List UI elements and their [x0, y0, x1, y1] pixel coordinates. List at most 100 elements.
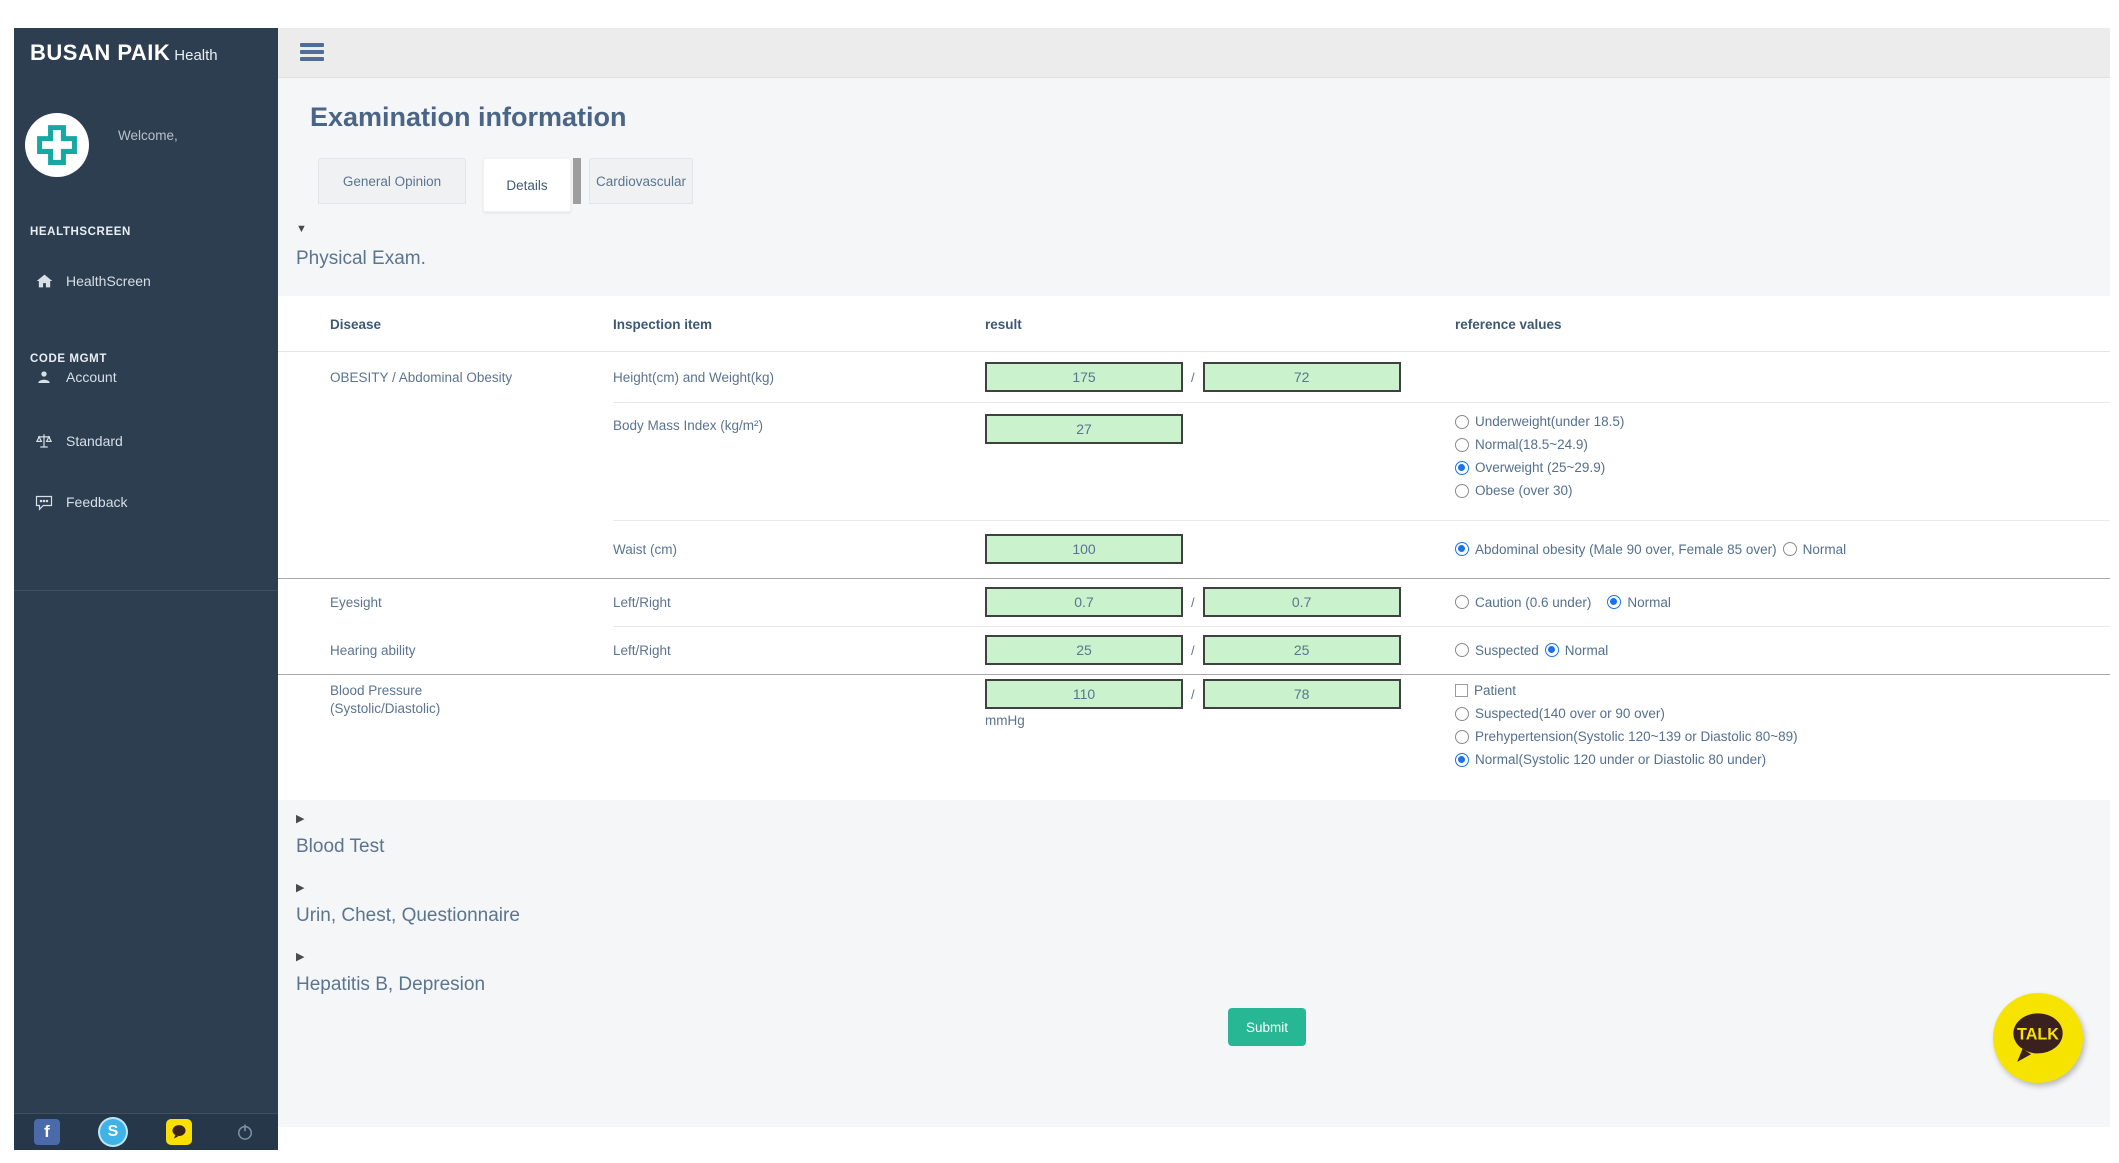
nav-header-code-mgmt: CODE MGMT [30, 353, 107, 365]
sidebar-item-feedback[interactable]: Feedback [35, 493, 127, 511]
radio-option[interactable]: Prehypertension(Systolic 120~139 or Dias… [1455, 729, 2110, 744]
hearing-left-input[interactable] [985, 635, 1183, 665]
topbar [278, 28, 2110, 78]
power-icon[interactable] [232, 1119, 258, 1145]
tab-bar: General Opinion Details Cardiovascular [318, 158, 693, 212]
item-label: Height(cm) and Weight(kg) [613, 369, 775, 385]
section-title-hepatitis-depresion[interactable]: Hepatitis B, Depresion [296, 974, 486, 995]
eyesight-right-input[interactable] [1202, 587, 1401, 617]
radio-option[interactable]: Obese (over 30) [1455, 483, 2110, 498]
radio-option[interactable]: Underweight(under 18.5) [1455, 414, 2110, 429]
user-icon [35, 368, 53, 386]
brand-suffix: Health [174, 47, 218, 64]
separator: / [1191, 686, 1195, 702]
radio-icon-selected[interactable] [1607, 595, 1622, 609]
eyesight-reference-options: Caution (0.6 under) Normal [1455, 595, 2110, 610]
sidebar-item-healthscreen[interactable]: HealthScreen [35, 272, 151, 290]
table-row: Body Mass Index (kg/m²) Underweight(unde… [330, 402, 2110, 520]
brand: BUSAN PAIK Health [30, 40, 218, 66]
radio-option[interactable]: Normal [1607, 595, 1671, 610]
unit-label: mmHg [985, 713, 1025, 728]
checkbox-icon[interactable] [1455, 684, 1468, 697]
scale-icon [35, 432, 53, 450]
sidebar: BUSAN PAIK Health Welcome, HEALTHSCREEN H… [14, 28, 278, 1150]
radio-icon[interactable] [1782, 542, 1797, 556]
collapse-caret-hepatitis[interactable]: ▶ [296, 951, 305, 963]
welcome-text: Welcome, [118, 128, 178, 143]
height-input[interactable] [985, 362, 1183, 392]
col-header-item: Inspection item [613, 316, 713, 332]
table-header-row: Disease Inspection item result reference… [278, 296, 2110, 352]
separator: / [1191, 594, 1195, 610]
item-label: Waist (cm) [613, 541, 677, 557]
disease-label: OBESITY / Abdominal Obesity [330, 369, 513, 385]
hearing-right-input[interactable] [1202, 635, 1401, 665]
diastolic-input[interactable] [1202, 679, 1401, 709]
radio-option[interactable]: Caution (0.6 under) [1455, 595, 1591, 610]
page-title: Examination information [310, 102, 627, 132]
radio-icon[interactable] [1455, 643, 1469, 657]
sidebar-item-standard[interactable]: Standard [35, 432, 123, 450]
radio-option[interactable]: Overweight (25~29.9) [1455, 460, 2110, 475]
blood-pressure-reference-options: Patient Suspected(140 over or 90 over) P… [1455, 683, 2110, 767]
disease-label: Hearing ability [330, 642, 416, 658]
tab-cardiovascular[interactable]: Cardiovascular [589, 158, 693, 204]
systolic-input[interactable] [985, 679, 1183, 709]
radio-icon-selected[interactable] [1455, 752, 1469, 767]
radio-option[interactable]: Normal [1544, 643, 1608, 658]
radio-icon[interactable] [1455, 729, 1469, 744]
svg-text:TALK: TALK [2017, 1026, 2059, 1044]
disease-label: Blood Pressure (Systolic/Diastolic) [330, 683, 441, 716]
item-label: Left/Right [613, 642, 671, 658]
section-title-physical-exam[interactable]: Physical Exam. [296, 248, 426, 269]
submit-button[interactable]: Submit [1228, 1008, 1306, 1046]
radio-icon-selected[interactable] [1455, 460, 1469, 475]
col-header-result: result [985, 316, 1022, 332]
section-title-urin-chest-questionnaire[interactable]: Urin, Chest, Questionnaire [296, 905, 520, 926]
collapse-caret-physical-exam[interactable]: ▼ [296, 223, 307, 235]
collapse-caret-urin-chest[interactable]: ▶ [296, 882, 305, 894]
radio-option[interactable]: Normal [1782, 542, 1846, 557]
bmi-reference-options: Underweight(under 18.5) Normal(18.5~24.9… [1455, 414, 2110, 498]
tab-scrollbar[interactable] [573, 158, 581, 204]
radio-option[interactable]: Normal(Systolic 120 under or Diastolic 8… [1455, 752, 2110, 767]
skype-icon[interactable]: S [100, 1119, 126, 1145]
radio-icon[interactable] [1455, 437, 1469, 452]
kakaotalk-icon[interactable] [166, 1119, 192, 1145]
tab-general-opinion[interactable]: General Opinion [318, 158, 466, 204]
weight-input[interactable] [1202, 362, 1401, 392]
checkbox-option[interactable]: Patient [1455, 683, 2110, 698]
item-label: Left/Right [613, 594, 671, 610]
collapse-caret-blood-test[interactable]: ▶ [296, 813, 305, 825]
nav-header-healthscreen: HEALTHSCREEN [30, 226, 131, 238]
item-label: Body Mass Index (kg/m²) [613, 418, 764, 433]
separator: / [1191, 369, 1195, 385]
radio-icon[interactable] [1455, 414, 1469, 429]
table-row: Waist (cm) Abdominal obesity (Male 90 ov… [330, 520, 2110, 578]
hospital-logo [25, 113, 89, 177]
radio-icon[interactable] [1455, 595, 1469, 609]
tab-details[interactable]: Details [483, 158, 571, 212]
sidebar-item-label: HealthScreen [66, 273, 151, 289]
facebook-icon[interactable]: f [34, 1119, 60, 1145]
radio-icon[interactable] [1455, 483, 1469, 498]
radio-icon-selected[interactable] [1455, 542, 1469, 556]
waist-reference-options: Abdominal obesity (Male 90 over, Female … [1455, 542, 2110, 557]
menu-toggle-icon[interactable] [300, 43, 324, 64]
waist-input[interactable] [985, 534, 1183, 564]
eyesight-left-input[interactable] [985, 587, 1183, 617]
radio-option[interactable]: Abdominal obesity (Male 90 over, Female … [1455, 542, 1777, 557]
radio-option[interactable]: Normal(18.5~24.9) [1455, 437, 2110, 452]
radio-icon[interactable] [1455, 706, 1469, 721]
table-row: OBESITY / Abdominal Obesity Height(cm) a… [330, 352, 2110, 402]
radio-option[interactable]: Suspected(140 over or 90 over) [1455, 706, 2110, 721]
section-title-blood-test[interactable]: Blood Test [296, 836, 385, 857]
physical-exam-panel: Disease Inspection item result reference… [278, 296, 2110, 800]
sidebar-item-account[interactable]: Account [35, 368, 117, 386]
radio-icon-selected[interactable] [1544, 643, 1559, 657]
disease-label: Eyesight [330, 594, 382, 610]
kakaotalk-floating-button[interactable]: TALK [1993, 993, 2083, 1083]
bmi-input[interactable] [985, 414, 1183, 444]
radio-option[interactable]: Suspected [1455, 643, 1539, 658]
